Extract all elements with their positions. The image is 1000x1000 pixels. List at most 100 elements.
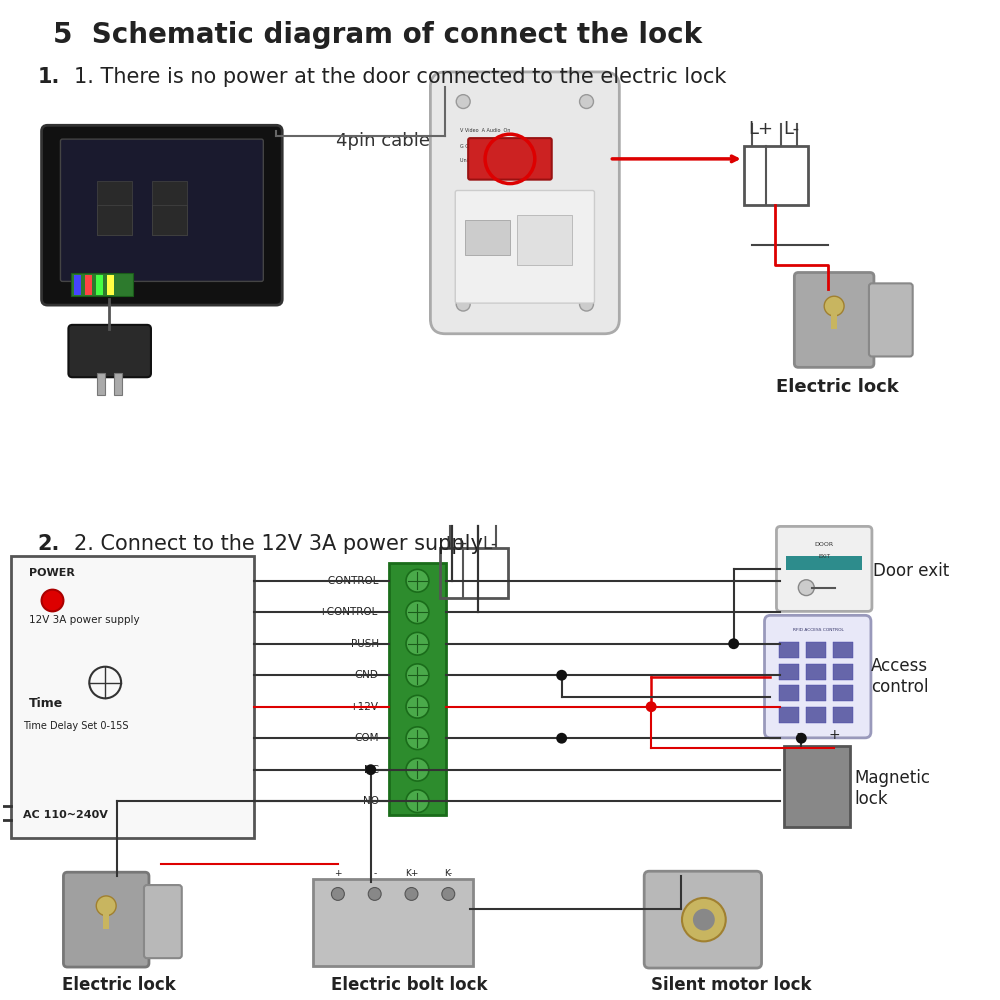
Text: PUSH: PUSH: [351, 639, 379, 649]
Bar: [833, 707, 853, 723]
Text: Time Delay Set 0-15S: Time Delay Set 0-15S: [23, 721, 128, 731]
Text: Door exit: Door exit: [873, 562, 949, 580]
FancyBboxPatch shape: [784, 746, 850, 827]
Circle shape: [96, 896, 116, 916]
FancyBboxPatch shape: [313, 879, 473, 966]
Circle shape: [406, 758, 429, 781]
Bar: [103, 902, 109, 929]
Text: L-: L-: [783, 120, 800, 138]
Circle shape: [556, 733, 567, 744]
Text: GND: GND: [355, 670, 379, 680]
Bar: [96, 275, 103, 295]
Circle shape: [406, 695, 429, 718]
Text: -CONTROL: -CONTROL: [324, 576, 379, 586]
Circle shape: [368, 888, 381, 900]
Bar: [786, 556, 862, 570]
Circle shape: [682, 898, 726, 941]
Bar: [779, 642, 799, 658]
Text: EXIT: EXIT: [818, 554, 830, 559]
Bar: [97, 181, 132, 235]
Text: 5  Schematic diagram of connect the lock: 5 Schematic diagram of connect the lock: [53, 21, 702, 49]
Bar: [114, 373, 122, 395]
Bar: [833, 642, 853, 658]
Text: 1. There is no power at the door connected to the electric lock: 1. There is no power at the door connect…: [74, 67, 727, 87]
Text: K-: K-: [444, 869, 452, 878]
Text: 2. Connect to the 12V 3A power supply: 2. Connect to the 12V 3A power supply: [74, 534, 483, 554]
Bar: [152, 181, 187, 235]
Circle shape: [646, 701, 657, 712]
Bar: [806, 685, 826, 701]
Circle shape: [556, 670, 567, 681]
Bar: [779, 685, 799, 701]
Text: RFID ACCESS CONTROL: RFID ACCESS CONTROL: [793, 628, 844, 632]
Circle shape: [406, 632, 429, 655]
Circle shape: [405, 888, 418, 900]
Bar: [833, 664, 853, 680]
FancyBboxPatch shape: [869, 283, 913, 356]
FancyBboxPatch shape: [144, 885, 182, 958]
Circle shape: [406, 790, 429, 813]
Text: Time: Time: [29, 697, 63, 710]
Bar: [440, 548, 508, 598]
Text: +CONTROL: +CONTROL: [319, 607, 379, 617]
Bar: [806, 707, 826, 723]
FancyBboxPatch shape: [468, 138, 552, 180]
FancyBboxPatch shape: [68, 325, 151, 377]
Bar: [97, 373, 105, 395]
Text: DOOR: DOOR: [815, 542, 834, 547]
FancyBboxPatch shape: [71, 273, 133, 296]
Bar: [779, 707, 799, 723]
Circle shape: [331, 888, 344, 900]
FancyBboxPatch shape: [42, 125, 282, 305]
Circle shape: [580, 297, 593, 311]
Circle shape: [693, 909, 715, 931]
Bar: [806, 642, 826, 658]
FancyBboxPatch shape: [455, 190, 594, 303]
Circle shape: [580, 95, 593, 108]
Bar: [806, 664, 826, 680]
Bar: [107, 275, 114, 295]
Text: Electric bolt lock: Electric bolt lock: [331, 976, 487, 994]
FancyBboxPatch shape: [765, 615, 871, 738]
Bar: [74, 275, 81, 295]
Text: Magnetic
lock: Magnetic lock: [854, 769, 930, 808]
Text: L+: L+: [749, 120, 774, 138]
Text: G GND  P Power  Set Admin Card: G GND P Power Set Admin Card: [460, 144, 540, 149]
Circle shape: [456, 95, 470, 108]
Circle shape: [365, 764, 376, 775]
FancyBboxPatch shape: [60, 139, 263, 281]
FancyBboxPatch shape: [644, 871, 762, 968]
Text: Electric lock: Electric lock: [62, 976, 176, 994]
Circle shape: [42, 590, 63, 611]
Text: L+: L+: [445, 535, 468, 553]
Text: NC: NC: [364, 765, 379, 775]
Circle shape: [406, 601, 429, 624]
FancyBboxPatch shape: [794, 273, 874, 367]
Text: COM: COM: [354, 733, 379, 743]
Text: K+: K+: [405, 869, 418, 878]
Text: +: +: [334, 869, 342, 878]
Text: +: +: [828, 728, 840, 742]
Bar: [465, 220, 510, 255]
Text: -: -: [796, 728, 801, 742]
Text: Electric lock: Electric lock: [776, 378, 899, 396]
Circle shape: [406, 664, 429, 687]
Circle shape: [728, 638, 739, 649]
Bar: [833, 685, 853, 701]
Text: Silent motor lock: Silent motor lock: [651, 976, 812, 994]
Text: +12V: +12V: [350, 702, 379, 712]
Text: V Video  A Audio  On: V Video A Audio On: [460, 128, 511, 133]
Text: 4pin cable: 4pin cable: [336, 132, 430, 150]
Circle shape: [798, 580, 814, 596]
Text: NO: NO: [363, 796, 379, 806]
Bar: [97, 205, 132, 235]
Bar: [11, 556, 254, 838]
FancyBboxPatch shape: [430, 72, 619, 334]
Text: -: -: [373, 869, 376, 878]
Text: AC 110~240V: AC 110~240V: [23, 810, 108, 820]
Text: 1.: 1.: [38, 67, 60, 87]
Bar: [517, 215, 572, 265]
FancyBboxPatch shape: [63, 872, 149, 967]
Bar: [85, 275, 92, 295]
Text: Unlock  V.M G P Card: Unlock V.M G P Card: [460, 158, 511, 163]
